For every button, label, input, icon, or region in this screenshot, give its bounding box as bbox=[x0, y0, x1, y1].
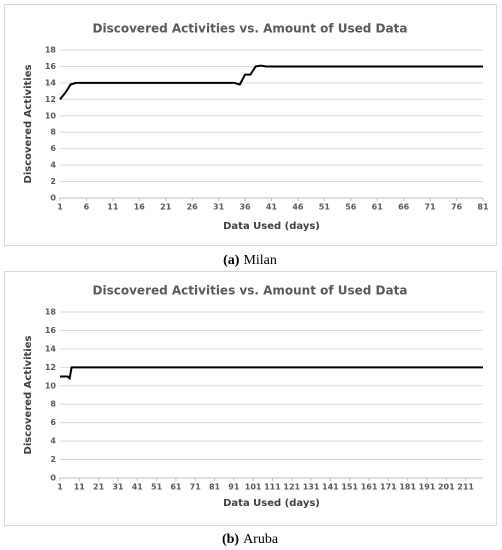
x-tick-label: 31 bbox=[213, 203, 225, 212]
y-axis-label: Discovered Activities bbox=[23, 65, 34, 184]
y-tick-label: 18 bbox=[45, 308, 57, 317]
x-tick-label: 76 bbox=[451, 203, 463, 212]
caption-label: (b) bbox=[222, 532, 239, 547]
x-tick-label: 181 bbox=[399, 483, 416, 492]
caption: (b) Aruba bbox=[222, 532, 279, 547]
x-tick-label: 101 bbox=[245, 483, 262, 492]
x-tick-label: 41 bbox=[132, 483, 144, 492]
x-tick-label: 11 bbox=[107, 203, 119, 212]
y-tick-label: 8 bbox=[50, 128, 56, 137]
caption-text: Milan bbox=[243, 253, 276, 268]
y-tick-label: 6 bbox=[50, 418, 56, 427]
y-tick-label: 2 bbox=[50, 455, 56, 464]
x-tick-label: 161 bbox=[361, 483, 378, 492]
x-tick-label: 61 bbox=[372, 203, 384, 212]
y-tick-label: 16 bbox=[45, 326, 57, 335]
x-tick-label: 21 bbox=[93, 483, 105, 492]
x-tick-label: 111 bbox=[264, 483, 281, 492]
y-tick-label: 8 bbox=[50, 400, 56, 409]
y-tick-label: 6 bbox=[50, 144, 56, 153]
chart-title: Discovered Activities vs. Amount of Used… bbox=[93, 22, 408, 36]
y-tick-label: 2 bbox=[50, 177, 56, 186]
x-tick-label: 131 bbox=[303, 483, 320, 492]
x-tick-label: 11 bbox=[74, 483, 86, 492]
x-tick-label: 31 bbox=[112, 483, 124, 492]
caption-text: Aruba bbox=[243, 532, 279, 547]
y-axis-label: Discovered Activities bbox=[23, 336, 34, 455]
caption-label: (a) bbox=[223, 253, 240, 268]
x-tick-label: 61 bbox=[170, 483, 182, 492]
x-tick-label: 141 bbox=[322, 483, 339, 492]
x-tick-label: 121 bbox=[283, 483, 300, 492]
y-tick-label: 10 bbox=[45, 381, 57, 390]
y-tick-label: 16 bbox=[45, 62, 57, 71]
data-line bbox=[60, 366, 483, 381]
x-tick-label: 6 bbox=[84, 203, 90, 212]
chart-title: Discovered Activities vs. Amount of Used… bbox=[93, 284, 408, 298]
x-tick-label: 1 bbox=[57, 483, 63, 492]
x-tick-label: 81 bbox=[477, 203, 489, 212]
x-tick-label: 51 bbox=[151, 483, 163, 492]
x-tick-label: 211 bbox=[457, 483, 474, 492]
x-tick-label: 26 bbox=[187, 203, 199, 212]
x-tick-label: 71 bbox=[190, 483, 202, 492]
y-tick-label: 0 bbox=[50, 194, 56, 203]
x-tick-label: 191 bbox=[419, 483, 436, 492]
x-tick-label: 16 bbox=[134, 203, 146, 212]
y-tick-label: 12 bbox=[45, 95, 56, 104]
y-tick-label: 4 bbox=[50, 161, 56, 170]
caption: (a) Milan bbox=[223, 253, 277, 268]
x-tick-label: 151 bbox=[341, 483, 358, 492]
y-tick-label: 18 bbox=[45, 46, 57, 55]
y-tick-label: 14 bbox=[45, 344, 57, 353]
x-axis-label: Data Used (days) bbox=[223, 498, 320, 509]
x-axis-label: Data Used (days) bbox=[223, 221, 320, 232]
x-tick-label: 91 bbox=[228, 483, 240, 492]
x-tick-label: 1 bbox=[57, 203, 63, 212]
chart-frame bbox=[4, 4, 497, 246]
y-tick-label: 12 bbox=[45, 363, 56, 372]
x-tick-label: 71 bbox=[425, 203, 437, 212]
data-line bbox=[59, 64, 483, 100]
y-tick-label: 0 bbox=[50, 474, 56, 483]
x-tick-label: 201 bbox=[438, 483, 455, 492]
chart-frame bbox=[4, 271, 497, 526]
x-tick-label: 21 bbox=[160, 203, 172, 212]
x-tick-label: 171 bbox=[380, 483, 397, 492]
x-tick-label: 66 bbox=[398, 203, 410, 212]
x-tick-label: 81 bbox=[209, 483, 221, 492]
y-tick-label: 10 bbox=[45, 111, 57, 120]
y-tick-label: 14 bbox=[45, 78, 57, 87]
x-tick-label: 56 bbox=[345, 203, 357, 212]
x-tick-label: 51 bbox=[319, 203, 331, 212]
x-tick-label: 41 bbox=[266, 203, 278, 212]
x-tick-label: 46 bbox=[292, 203, 304, 212]
x-tick-label: 36 bbox=[239, 203, 251, 212]
y-tick-label: 4 bbox=[50, 437, 56, 446]
